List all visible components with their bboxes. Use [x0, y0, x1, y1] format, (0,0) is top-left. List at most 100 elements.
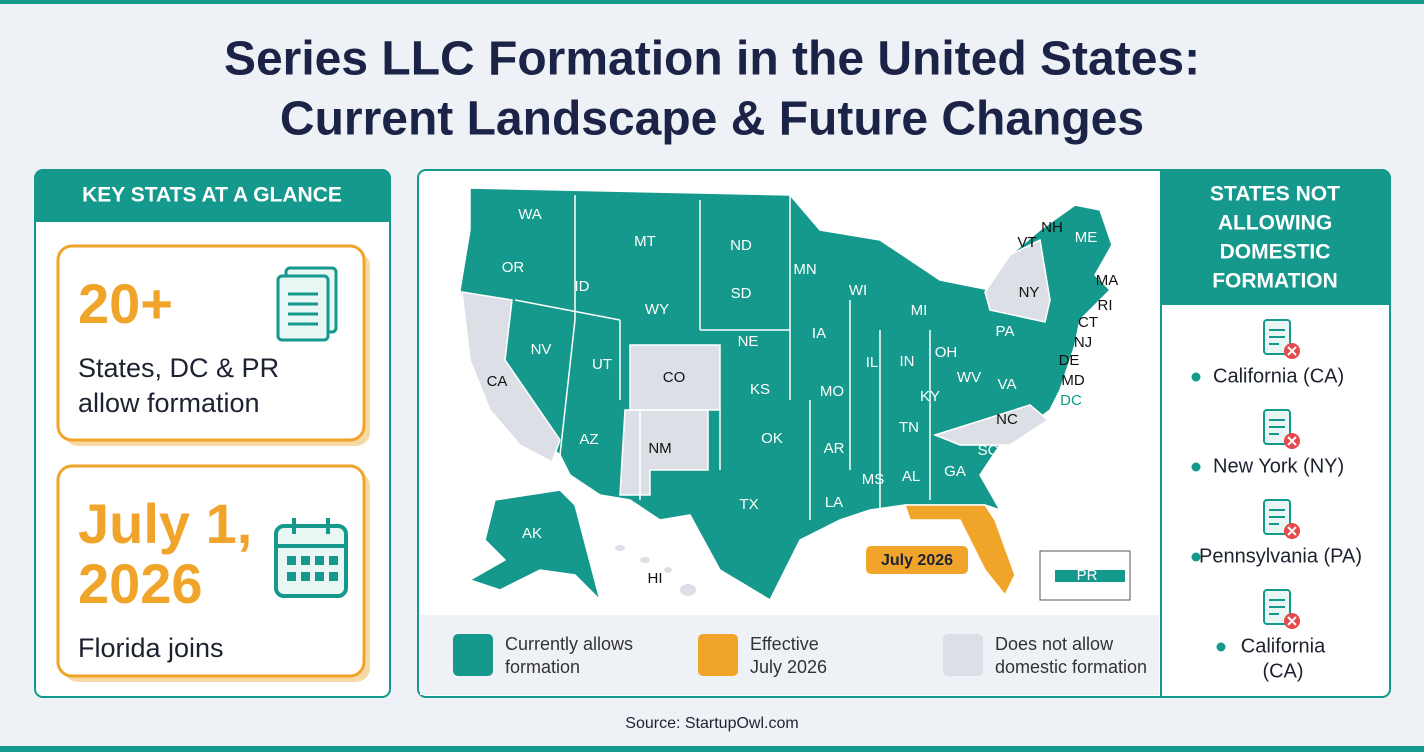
title: Series LLC Formation in the United State… [224, 33, 1200, 86]
divider [1160, 170, 1162, 697]
state-label: MS [862, 471, 885, 488]
state-label: MT [634, 233, 656, 250]
state-label: MI [911, 302, 928, 319]
stat-value: 2026 [78, 552, 203, 615]
state-label: WI [849, 282, 867, 299]
legend-label: Effective [750, 634, 819, 654]
x-mark [1287, 346, 1297, 356]
state-label: NJ [1074, 334, 1092, 351]
not-allowing-heading: DOMESTIC [1220, 241, 1331, 264]
bullet [1216, 642, 1226, 652]
state-label: UT [592, 356, 612, 373]
state-label: VT [1017, 234, 1036, 251]
legend-label: domestic formation [995, 657, 1147, 677]
state-label: SD [731, 285, 752, 302]
state-label: NC [996, 411, 1018, 428]
not-allowing-heading: STATES NOT [1210, 183, 1340, 206]
bullet [1191, 372, 1201, 382]
state-label: KY [920, 388, 940, 405]
state-name: California [1241, 635, 1326, 657]
state-label: MD [1061, 372, 1084, 389]
state-label: PR [1077, 567, 1098, 584]
state-label: AR [824, 440, 845, 457]
state-label: PA [996, 323, 1015, 340]
legend-label: July 2026 [750, 657, 827, 677]
doc-lines [1269, 419, 1285, 435]
state-label: WV [957, 369, 981, 386]
state-label: IL [866, 354, 879, 371]
state-name: (CA) [1262, 660, 1303, 682]
bullet [1191, 552, 1201, 562]
callout-box [866, 546, 968, 574]
title: Current Landscape & Future Changes [280, 93, 1144, 146]
state-label: RI [1098, 297, 1113, 314]
stats-heading: KEY STATS AT A GLANCE [82, 184, 342, 207]
x-mark [1287, 616, 1297, 626]
state-label: NE [738, 333, 759, 350]
state-label: OH [935, 344, 958, 361]
state-label: OR [502, 259, 525, 276]
legend-label: Does not allow [995, 634, 1114, 654]
calendar-icon [274, 518, 348, 598]
state-label: AK [522, 525, 542, 542]
state-label: LA [825, 494, 843, 511]
state-label: NM [648, 440, 671, 457]
doc-lines [1269, 599, 1285, 615]
state-label: MO [820, 383, 844, 400]
state-label: TN [899, 419, 919, 436]
state-label: OK [761, 430, 783, 447]
state-label: MN [793, 261, 816, 278]
stat-text: allow formation [78, 388, 260, 418]
source: Source: StartupOwl.com [625, 715, 798, 732]
state-name: New York (NY) [1213, 455, 1344, 477]
legend-swatch [453, 634, 493, 676]
state-label: CT [1078, 314, 1098, 331]
not-allowing-header [1160, 170, 1390, 305]
callout: July 2026 [881, 552, 953, 569]
icons [1263, 319, 1300, 629]
state-label: AZ [579, 431, 598, 448]
state-label: GA [944, 463, 966, 480]
state-label: DE [1059, 352, 1080, 369]
doc-lines [1269, 509, 1285, 525]
state-label: NH [1041, 219, 1063, 236]
state-label: ME [1075, 229, 1098, 246]
state-label: CA [487, 373, 508, 390]
legend-area [420, 615, 1159, 695]
state-label: WY [645, 301, 669, 318]
doc-lines [1269, 329, 1285, 345]
state-name: Pennsylvania (PA) [1199, 545, 1362, 567]
document-icon [276, 266, 338, 342]
state-label: MA [1096, 272, 1119, 289]
state-label: IA [812, 325, 826, 342]
x-mark [1287, 436, 1297, 446]
us-map [459, 187, 1131, 603]
not-allowing-heading: ALLOWING [1218, 212, 1332, 235]
stat-text: States, DC & PR [78, 353, 279, 383]
state-label: CO [663, 369, 686, 386]
legend-label: Currently allows [505, 634, 633, 654]
legend-swatch [698, 634, 738, 676]
state-label: VA [998, 376, 1017, 393]
state-label: WA [518, 206, 542, 223]
state-label: NV [531, 341, 552, 358]
stat-card [56, 464, 366, 678]
state-label: ID [575, 278, 590, 295]
state-label: HI [648, 570, 663, 587]
state-label: ND [730, 237, 752, 254]
state-label: NY [1019, 284, 1040, 301]
state-name: California (CA) [1213, 365, 1344, 387]
stat-text: Florida joins [78, 633, 224, 663]
x-mark [1287, 526, 1297, 536]
stats-header [35, 170, 390, 222]
state-label: KS [750, 381, 770, 398]
stat-value: July 1, [78, 492, 252, 555]
state-label: DC [1060, 392, 1082, 409]
not-allowing-heading: FORMATION [1212, 270, 1338, 293]
state-label: SC [978, 442, 999, 459]
bullet [1191, 462, 1201, 472]
state-label: IN [900, 353, 915, 370]
state-label: TX [739, 496, 758, 513]
bottom-bar [0, 746, 1424, 752]
